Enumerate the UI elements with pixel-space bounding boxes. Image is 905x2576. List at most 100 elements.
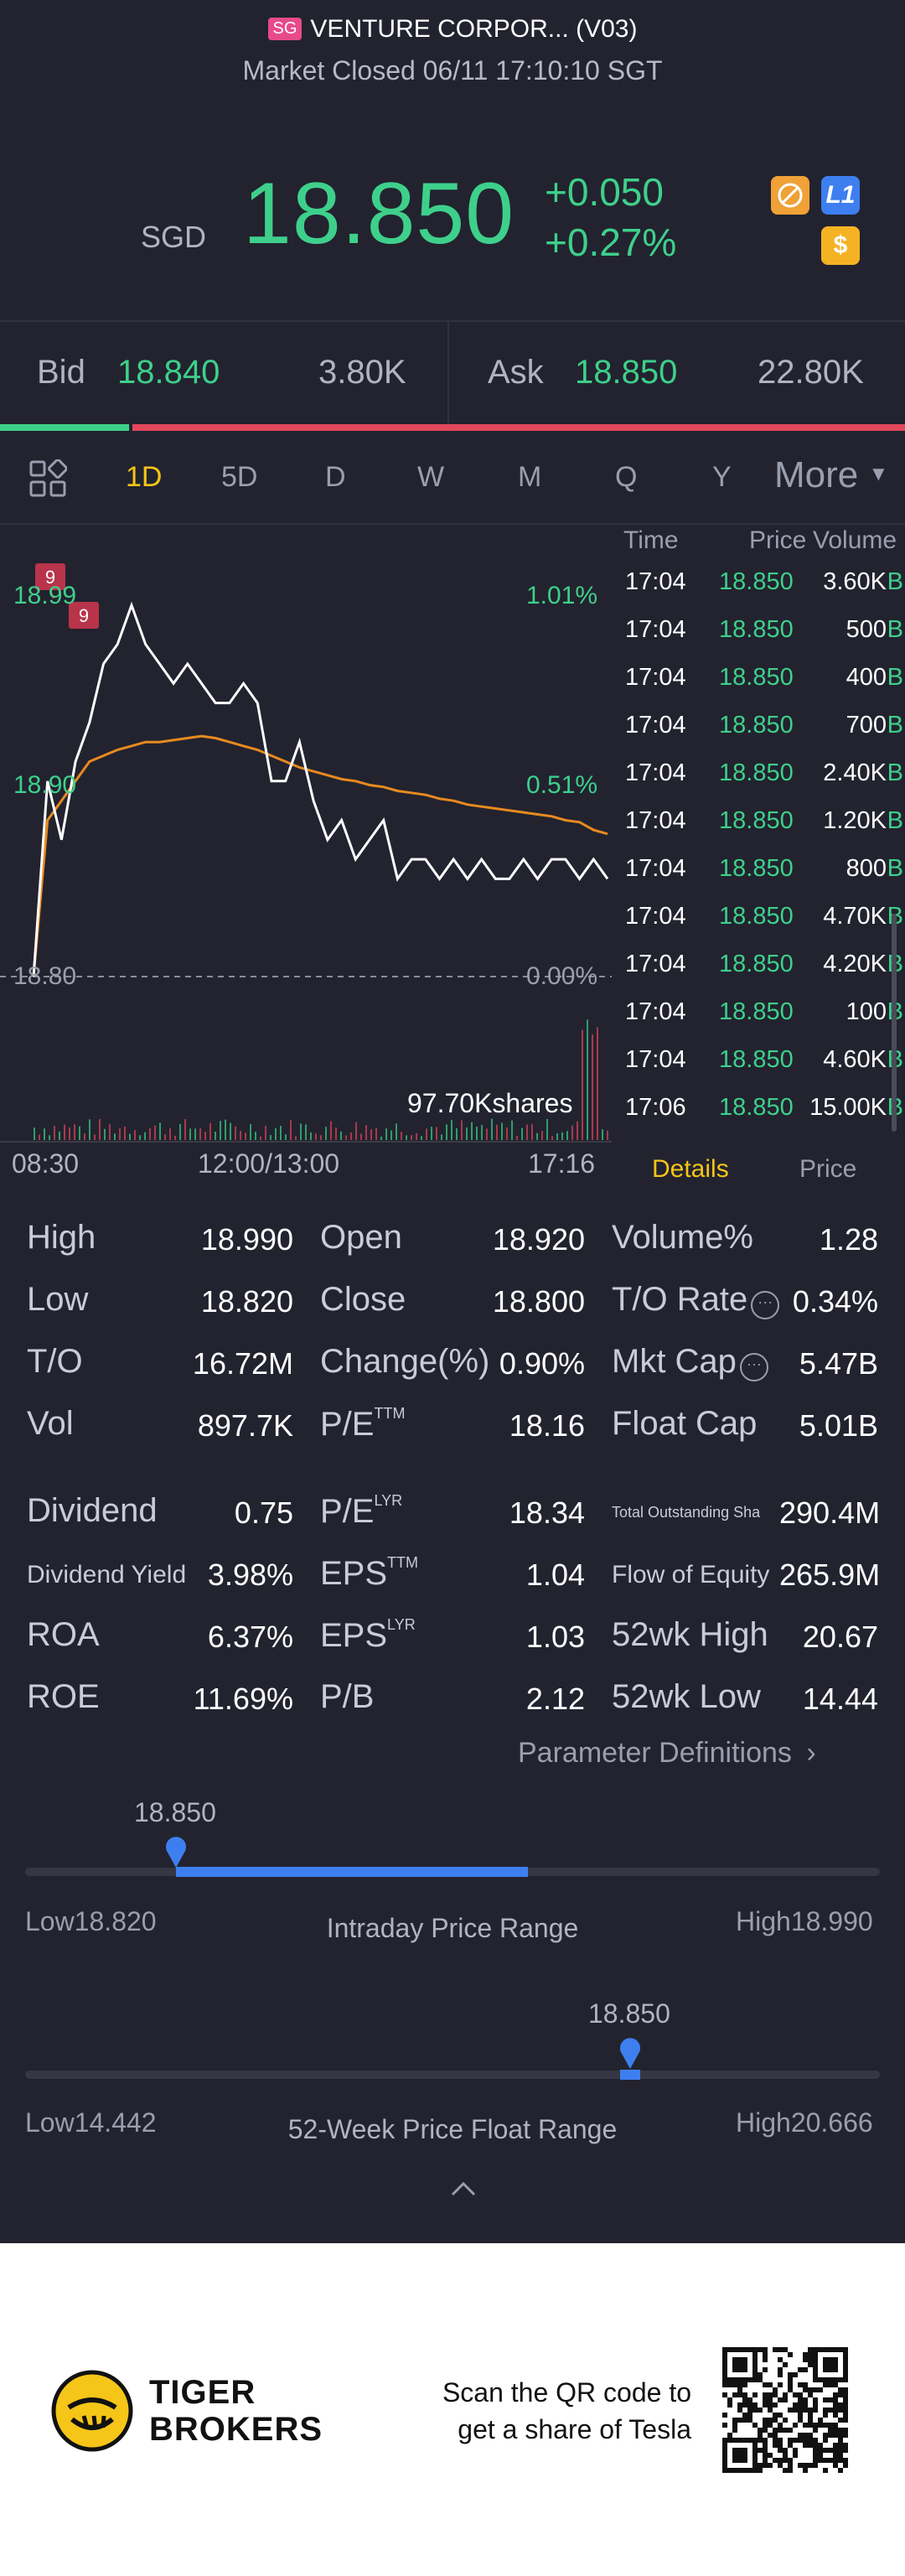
tab-w[interactable]: W [417,461,445,493]
week52-current-value: 18.850 [588,1998,670,2029]
volume-bar [476,1127,478,1140]
volume-bar [320,1135,322,1140]
divider [0,320,905,322]
volume-bar [220,1121,221,1140]
tab-more[interactable]: More ▼ [774,454,888,496]
tick-side: B [887,664,903,691]
tab-5d[interactable]: 5D [221,461,258,493]
tick-volume: 4.70K [823,903,887,930]
tab-m[interactable]: M [518,461,542,493]
stat-label-to-rate-text: T/O Rate [612,1281,748,1318]
stat-value-float-cap: 5.01B [799,1408,878,1443]
volume-bar [275,1127,277,1140]
tick-side: B [887,712,903,739]
stat-value-open: 18.920 [492,1222,585,1257]
tick-time: 17:04 [625,759,686,786]
tick-time: 17:04 [625,855,686,882]
tick-price: 18.850 [719,998,794,1025]
stat-label-eps-lyr-text: EPS [320,1617,388,1654]
dollar-badge[interactable]: $ [821,226,860,265]
volume-bar [270,1135,272,1140]
volume-bar [179,1124,181,1140]
tick-time: 17:06 [625,1094,686,1121]
tick-volume: 15.00K [809,1094,887,1121]
tab-price[interactable]: Price [799,1155,857,1183]
volume-bar [426,1128,427,1140]
volume-bar [592,1034,593,1140]
level1-badge[interactable]: L1 [821,176,860,215]
stock-name: VENTURE CORPOR... (V03) [310,15,638,43]
volume-bar [215,1132,216,1140]
volume-bar [225,1119,226,1140]
more-info-icon[interactable]: ··· [751,1291,780,1319]
volume-bar [134,1130,136,1140]
intraday-low: Low18.820 [25,1906,157,1937]
volume-bar [456,1127,458,1140]
tab-q[interactable]: Q [615,461,638,493]
trade-marker[interactable] [35,563,65,590]
qr-code-icon[interactable] [722,2347,848,2473]
x-axis-label: 08:30 [12,1148,80,1179]
trade-marker[interactable] [69,602,99,629]
volume-bar [250,1123,251,1140]
bid-label: Bid [37,354,85,391]
volume-bar [521,1127,523,1140]
week52-low: Low14.442 [25,2107,157,2138]
promo-text: Scan the QR code to [442,2377,691,2408]
volume-bar [446,1124,447,1140]
volume-bar [89,1119,90,1140]
volume-bar [471,1122,473,1140]
parameter-definitions-label: Parameter Definitions [518,1737,792,1769]
tab-d[interactable]: D [325,461,346,493]
average-price-line [32,734,608,977]
tick-row: 17:04 18.850 3.60K B [620,568,905,616]
chevron-up-icon[interactable] [449,2179,478,2202]
volume-bar [587,1019,588,1140]
volume-bar [230,1122,231,1140]
stat-value-close: 18.800 [492,1284,585,1319]
intraday-high-value: 18.990 [790,1906,873,1936]
volume-bar [265,1126,266,1140]
volume-bar [481,1125,483,1140]
volume-bar [280,1126,282,1140]
tab-y[interactable]: Y [712,461,732,493]
volume-bar [355,1122,357,1140]
stat-value-pb: 2.12 [525,1682,585,1716]
tab-details[interactable]: Details [652,1155,729,1183]
volume-bar [94,1134,96,1140]
layout-grid-icon[interactable] [28,459,68,502]
more-info-icon[interactable]: ··· [739,1353,768,1381]
stat-value-vol: 897.7K [197,1408,293,1443]
ticks-scrollbar[interactable] [892,914,897,1132]
volume-bar [416,1133,417,1140]
parameter-definitions-link[interactable]: Parameter Definitions › [518,1737,816,1770]
tick-row: 17:04 18.850 800 B [620,855,905,903]
stat-label-roa: ROA [27,1616,100,1653]
stat-value-pe-lyr: 18.34 [509,1495,585,1530]
stat-value-high: 18.990 [200,1222,293,1257]
volume-bar [536,1133,538,1140]
tick-time: 17:04 [625,998,686,1025]
stat-value-dividend-yield: 3.98% [207,1558,293,1592]
stat-label-dividend-yield: Dividend Yield [27,1561,187,1589]
intraday-chart[interactable]: 9 9 [0,526,612,1147]
volume-bar [396,1123,397,1140]
week52-range-track [25,2071,880,2079]
volume-bar [109,1124,111,1140]
no-short-sell-icon[interactable] [771,176,809,215]
bid-volume: 3.80K [318,354,406,391]
volume-bar [285,1134,287,1140]
volume-bar [546,1118,548,1140]
currency-label: SGD [141,220,207,254]
tab-1d[interactable]: 1D [126,461,163,493]
volume-bar [380,1136,382,1140]
volume-bar [124,1126,126,1140]
stat-label-52wk-high: 52wk High [612,1616,768,1653]
volume-bar [255,1132,256,1140]
volume-bar [114,1133,116,1140]
week52-range-fill [620,2070,641,2080]
volume-bar [390,1130,392,1140]
tick-time: 17:04 [625,712,686,739]
tick-time: 17:04 [625,1046,686,1073]
volume-bar [305,1124,307,1140]
